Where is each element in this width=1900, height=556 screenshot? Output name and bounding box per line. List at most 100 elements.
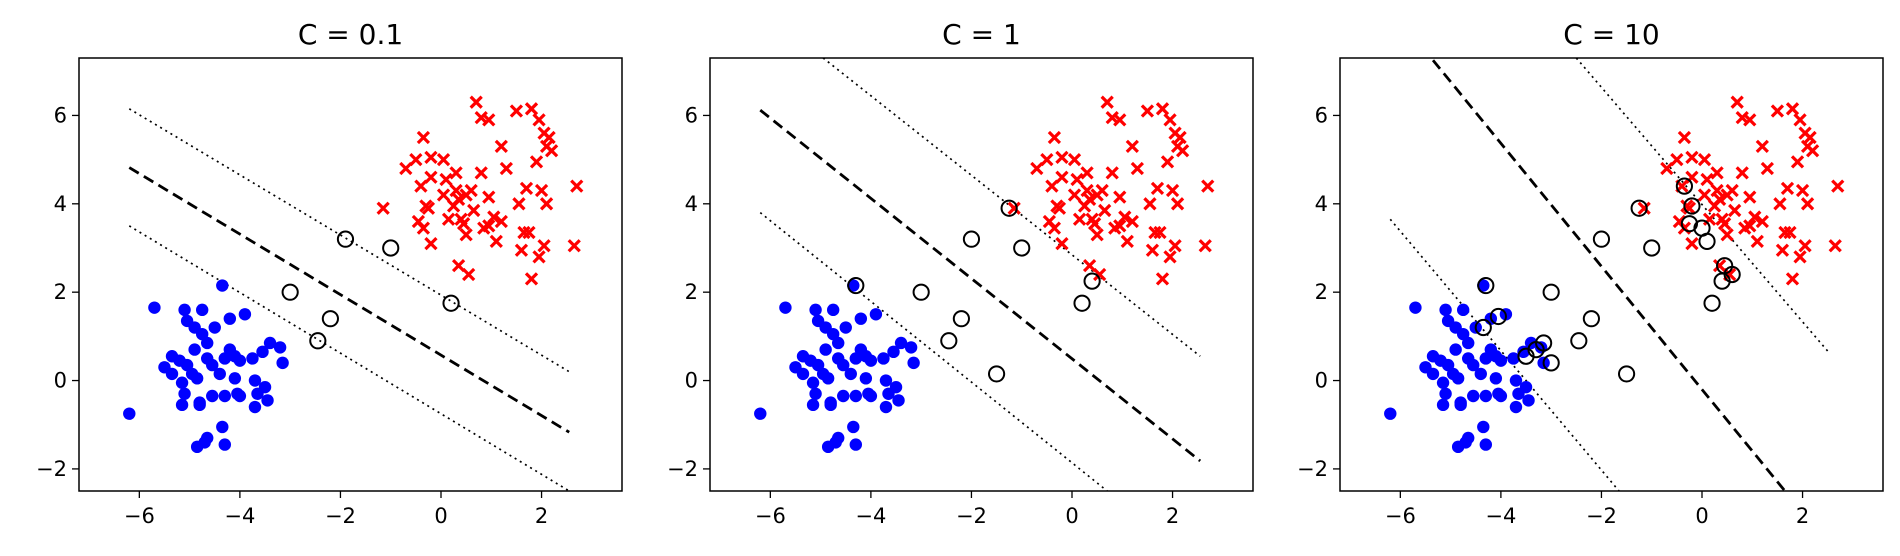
support-vector-marker	[847, 276, 865, 295]
negative-point	[1436, 398, 1450, 412]
positive-point	[1790, 155, 1805, 169]
positive-point	[1685, 150, 1699, 165]
subplot-c-10: C = 10 −6 −4 −2 0 2 −2 0 2 4 6	[1297, 18, 1884, 528]
positive-point	[1785, 272, 1800, 286]
positive-point	[1143, 197, 1157, 211]
positive-point	[1173, 130, 1187, 145]
y-tick-label: 2	[685, 280, 698, 304]
positive-point	[1160, 155, 1175, 169]
negative-point	[201, 336, 214, 350]
negative-point	[796, 367, 810, 381]
negative-point	[276, 356, 289, 370]
positive-point	[1047, 221, 1062, 235]
support-vector-marker	[1617, 365, 1636, 383]
negative-point	[190, 372, 204, 385]
support-vector-marker	[1570, 332, 1588, 350]
positive-point	[1098, 203, 1112, 218]
negative-point	[849, 389, 863, 403]
positive-point	[1748, 210, 1762, 224]
positive-point	[1677, 130, 1692, 145]
negative-point	[218, 389, 232, 403]
positive-point	[524, 102, 539, 116]
negative-point	[206, 358, 219, 372]
support-vector-marker	[1489, 307, 1507, 326]
support-vector-marker	[442, 294, 460, 312]
x-tick-label: 0	[1695, 504, 1708, 528]
positive-point	[1775, 243, 1790, 257]
support-vector-marker	[1698, 232, 1716, 250]
positive-point	[1155, 102, 1170, 116]
support-vector-marker	[1000, 199, 1018, 217]
negative-point	[1509, 374, 1523, 387]
negative-point	[809, 387, 822, 400]
negative-point	[821, 440, 835, 454]
positive-point	[1120, 234, 1134, 248]
y-tick-label: −2	[1297, 457, 1328, 481]
negative-point	[1462, 431, 1475, 445]
positive-point	[462, 267, 476, 282]
support-vector-marker	[1683, 197, 1701, 215]
positive-point	[1793, 113, 1807, 127]
positive-point	[441, 212, 456, 226]
positive-point	[532, 113, 546, 127]
positive-point	[414, 179, 428, 193]
y-tick-label: −2	[667, 457, 698, 481]
negative-point	[178, 303, 191, 317]
positive-point	[469, 95, 483, 109]
plot-area	[123, 95, 584, 491]
support-vector-marker	[962, 230, 981, 248]
y-tick-label: 6	[1315, 103, 1328, 127]
negative-point	[1519, 380, 1533, 394]
support-vector-marker	[1535, 334, 1553, 352]
negative-point	[887, 345, 900, 359]
y-tick-label: −2	[36, 457, 67, 481]
positive-point	[1100, 95, 1114, 109]
positive-point	[474, 166, 488, 180]
positive-point	[1118, 210, 1132, 224]
support-vector-marker	[1073, 294, 1091, 312]
negative-point	[123, 407, 136, 420]
positive-point	[1170, 197, 1185, 211]
negative-point	[228, 372, 242, 385]
margin-line	[1575, 58, 1831, 355]
positive-point	[1710, 183, 1724, 198]
positive-point	[1153, 225, 1167, 240]
support-vector-marker	[1703, 294, 1721, 312]
positive-point	[451, 259, 466, 273]
positive-point	[499, 161, 513, 176]
negative-point	[256, 345, 269, 359]
positive-point	[1150, 181, 1165, 195]
x-tick-label: −6	[1385, 504, 1416, 528]
positive-point	[1093, 267, 1107, 282]
support-vector-marker	[309, 332, 327, 350]
negative-point	[826, 303, 840, 317]
positive-point	[416, 130, 431, 145]
positive-point	[464, 183, 478, 198]
positive-point	[1168, 239, 1182, 253]
decision-boundary	[759, 109, 1202, 463]
negative-point	[208, 321, 221, 334]
positive-point	[1095, 183, 1109, 198]
y-tick-label: 6	[685, 103, 698, 127]
negative-point	[907, 356, 920, 370]
positive-point	[1130, 161, 1144, 176]
negative-point	[175, 398, 189, 412]
positive-point	[1685, 236, 1699, 251]
positive-point	[512, 197, 526, 211]
support-vector-marker	[1474, 318, 1492, 337]
positive-point	[1155, 272, 1170, 286]
support-vector-marker	[281, 283, 299, 301]
positive-point	[1831, 179, 1845, 193]
negative-point	[869, 308, 883, 321]
y-tick-label: 0	[54, 369, 67, 393]
negative-point	[859, 350, 873, 363]
negative-point	[839, 321, 852, 334]
positive-point	[542, 130, 556, 145]
support-vector-marker	[1542, 283, 1560, 301]
chart-marks: −6 −4 −2 0 2 −2 0 2 4 6	[1297, 57, 1884, 528]
x-tick-label: −4	[1485, 504, 1516, 528]
y-tick-label: 6	[54, 103, 67, 127]
support-vector-marker	[1592, 230, 1611, 248]
decision-boundary	[1431, 59, 1787, 491]
